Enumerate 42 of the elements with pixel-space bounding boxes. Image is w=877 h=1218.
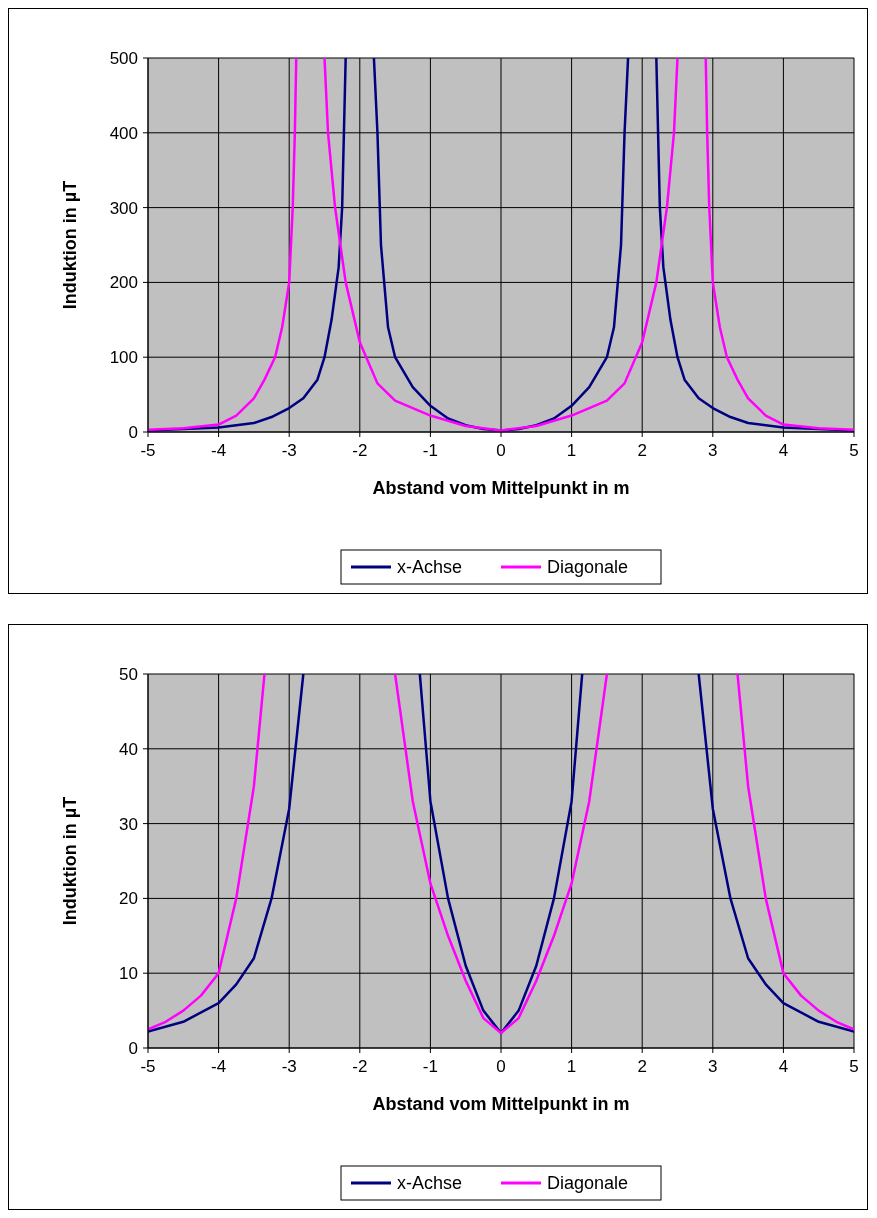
x-tick-label: -4: [211, 1057, 227, 1076]
y-tick-label: 400: [109, 123, 138, 143]
x-tick-label: -2: [352, 1057, 368, 1076]
x-tick-label: 0: [496, 441, 506, 460]
y-axis-title: Induktion in µT: [60, 796, 80, 926]
x-tick-label: -3: [281, 441, 297, 460]
y-tick-label: 50: [119, 664, 138, 684]
y-tick-label: 0: [128, 422, 138, 442]
x-tick-label: -5: [140, 441, 156, 460]
x-tick-label: 1: [566, 1057, 577, 1076]
legend-label: x-Achse: [397, 1173, 463, 1194]
y-tick-label: 200: [109, 273, 138, 293]
x-tick-label: -1: [422, 441, 438, 460]
x-tick-label: 3: [708, 1057, 718, 1076]
y-tick-label: 30: [119, 814, 138, 834]
x-tick-label: -4: [211, 441, 227, 460]
x-tick-label: 5: [849, 1057, 859, 1076]
x-tick-label: 0: [496, 1057, 506, 1076]
x-tick-label: 2: [637, 441, 647, 460]
x-axis-title: Abstand vom Mittelpunkt in m: [372, 478, 630, 498]
y-tick-label: 20: [119, 889, 138, 909]
x-tick-label: 3: [708, 441, 718, 460]
y-axis-title: Induktion in µT: [60, 180, 80, 310]
legend-label: Diagonale: [547, 1173, 629, 1194]
x-tick-label: -3: [281, 1057, 297, 1076]
x-tick-label: 2: [637, 1057, 647, 1076]
y-tick-label: 300: [109, 198, 138, 218]
x-tick-label: 4: [778, 441, 789, 460]
y-tick-label: 0: [128, 1038, 138, 1058]
y-tick-label: 10: [119, 964, 138, 984]
x-tick-label: -2: [352, 441, 368, 460]
legend-label: Diagonale: [547, 557, 629, 578]
x-axis-title: Abstand vom Mittelpunkt in m: [372, 1094, 630, 1114]
y-tick-label: 100: [109, 348, 138, 368]
x-tick-label: -1: [422, 1057, 438, 1076]
y-tick-label: 500: [109, 48, 138, 68]
legend-label: x-Achse: [397, 557, 463, 578]
x-tick-label: -5: [140, 1057, 156, 1076]
y-tick-label: 40: [119, 739, 138, 759]
x-tick-label: 1: [566, 441, 577, 460]
x-tick-label: 5: [849, 441, 859, 460]
x-tick-label: 4: [778, 1057, 789, 1076]
